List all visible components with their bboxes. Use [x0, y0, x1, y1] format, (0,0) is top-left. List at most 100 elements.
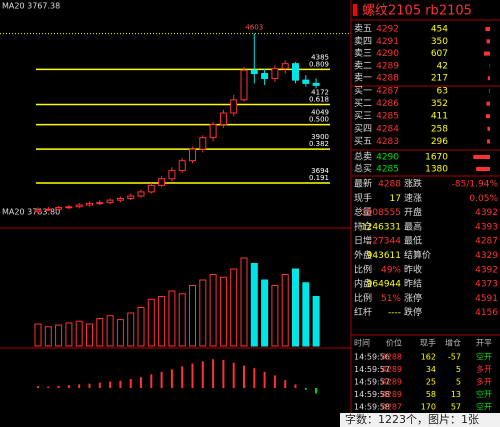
- volume-bar: [168, 290, 176, 347]
- candle-body: [281, 63, 289, 70]
- trade-cell: 空开: [476, 389, 492, 399]
- candle-body: [158, 178, 166, 186]
- volume-bar: [209, 274, 217, 347]
- stat-label: 红杆: [354, 306, 372, 318]
- volume-bar: [147, 298, 155, 347]
- trade-header: 现手: [420, 338, 436, 348]
- level-price: 4385: [311, 53, 329, 61]
- stat-value: 0.05%: [469, 194, 498, 204]
- candle-body: [106, 199, 114, 204]
- level-ratio: 0.382: [309, 140, 329, 148]
- volume-bar: [312, 296, 320, 347]
- bid-volume: 296: [431, 137, 448, 147]
- stat-label: 最高: [404, 220, 422, 232]
- candle-body: [209, 124, 217, 139]
- total-label: 总买: [354, 163, 372, 175]
- trade-cell: 57: [451, 403, 461, 412]
- bid-volume: 63: [437, 87, 448, 97]
- ask-label: 卖二: [354, 60, 372, 71]
- trade-cell: -57: [448, 353, 461, 362]
- stat-label: 比例: [354, 292, 372, 304]
- bid-label: 买五: [354, 136, 372, 147]
- peak-label: 4603: [245, 24, 263, 32]
- stat-value: 1908555: [361, 208, 401, 218]
- total-volume: 1670: [425, 153, 448, 163]
- ask-label: 卖一: [354, 73, 372, 84]
- stat-value: -27344: [369, 237, 401, 247]
- depth-bar: [485, 27, 490, 31]
- marker: [353, 4, 357, 16]
- candle-body: [137, 191, 145, 197]
- volume-bar: [261, 279, 269, 347]
- candle-body: [178, 160, 186, 172]
- stat-value: 17: [390, 194, 401, 204]
- candle-body: [230, 99, 238, 114]
- trade-cell: 14:59:56: [354, 353, 390, 362]
- footer-bg: [340, 413, 500, 427]
- bid-price: 4286: [376, 99, 399, 109]
- stat-label: 昨结: [404, 278, 422, 290]
- stat-value: 943611: [367, 251, 401, 261]
- candle-body: [147, 184, 155, 193]
- candle-body: [75, 204, 83, 208]
- candle-body: [86, 202, 93, 206]
- volume-bar: [44, 326, 52, 347]
- bid-price: 4285: [376, 112, 399, 122]
- candle-body: [292, 63, 299, 81]
- total-label: 总卖: [354, 151, 372, 163]
- depth-bar: [483, 51, 490, 56]
- stat-value: 964944: [367, 280, 402, 290]
- volume-bar: [271, 285, 279, 347]
- stat-value: 4393: [475, 222, 498, 232]
- trade-cell: 34: [426, 365, 436, 374]
- level-ratio: 0.618: [309, 95, 329, 103]
- candle-body: [312, 82, 320, 86]
- volume-bar: [127, 312, 135, 347]
- stat-label: 内盘: [354, 278, 372, 290]
- candle-body: [250, 69, 258, 75]
- ask-price: 4291: [376, 37, 399, 47]
- trade-cell: 13: [451, 390, 461, 399]
- stat-label: 结算价: [404, 249, 431, 261]
- bid-volume: 258: [431, 124, 448, 134]
- bid-price: 4284: [376, 124, 399, 134]
- volume-bar: [240, 257, 248, 347]
- depth-bar: [487, 139, 490, 144]
- stat-label: 总量: [354, 206, 372, 218]
- ma-label: MA20 3767.38: [2, 2, 60, 11]
- ask-price: 4290: [376, 49, 399, 59]
- bid-price: 4283: [376, 137, 399, 147]
- depth-bar: [486, 39, 490, 44]
- stat-value: 51%: [381, 294, 401, 304]
- stat-label: 涨跌: [404, 179, 422, 190]
- stat-label: 涨停: [404, 292, 422, 304]
- stat-label: 跌停: [404, 306, 422, 318]
- volume-bar: [55, 324, 63, 347]
- ask-label: 卖四: [354, 36, 372, 47]
- trade-cell: 162: [421, 353, 436, 362]
- stat-label: 最低: [404, 235, 422, 247]
- volume-bar: [65, 322, 73, 347]
- ask-volume: 42: [437, 61, 448, 71]
- depth-bar: [486, 101, 490, 106]
- trade-cell: 58: [426, 390, 436, 399]
- candle-body: [240, 69, 248, 101]
- candle-body: [199, 137, 207, 150]
- footer-text: 字数：1223个，图片：1张: [345, 412, 479, 426]
- candle-body: [219, 112, 227, 126]
- stat-value: 4156: [475, 308, 498, 318]
- trade-cell: 4288: [382, 353, 402, 362]
- level-price: 3900: [311, 133, 329, 141]
- trade-header: 价位: [386, 338, 402, 348]
- trade-cell: 14:59:58: [354, 403, 390, 412]
- bid-label: 买三: [354, 111, 372, 122]
- ask-volume: 454: [431, 25, 448, 35]
- stat-label: 昨收: [404, 263, 422, 275]
- trade-cell: 空开: [476, 352, 492, 362]
- ask-volume: 607: [431, 49, 448, 59]
- bid-label: 买二: [354, 98, 372, 109]
- trade-cell: 多开: [476, 364, 492, 374]
- level-ratio: 0.500: [309, 116, 329, 124]
- ask-price: 4288: [376, 74, 399, 84]
- depth-bar: [487, 126, 490, 131]
